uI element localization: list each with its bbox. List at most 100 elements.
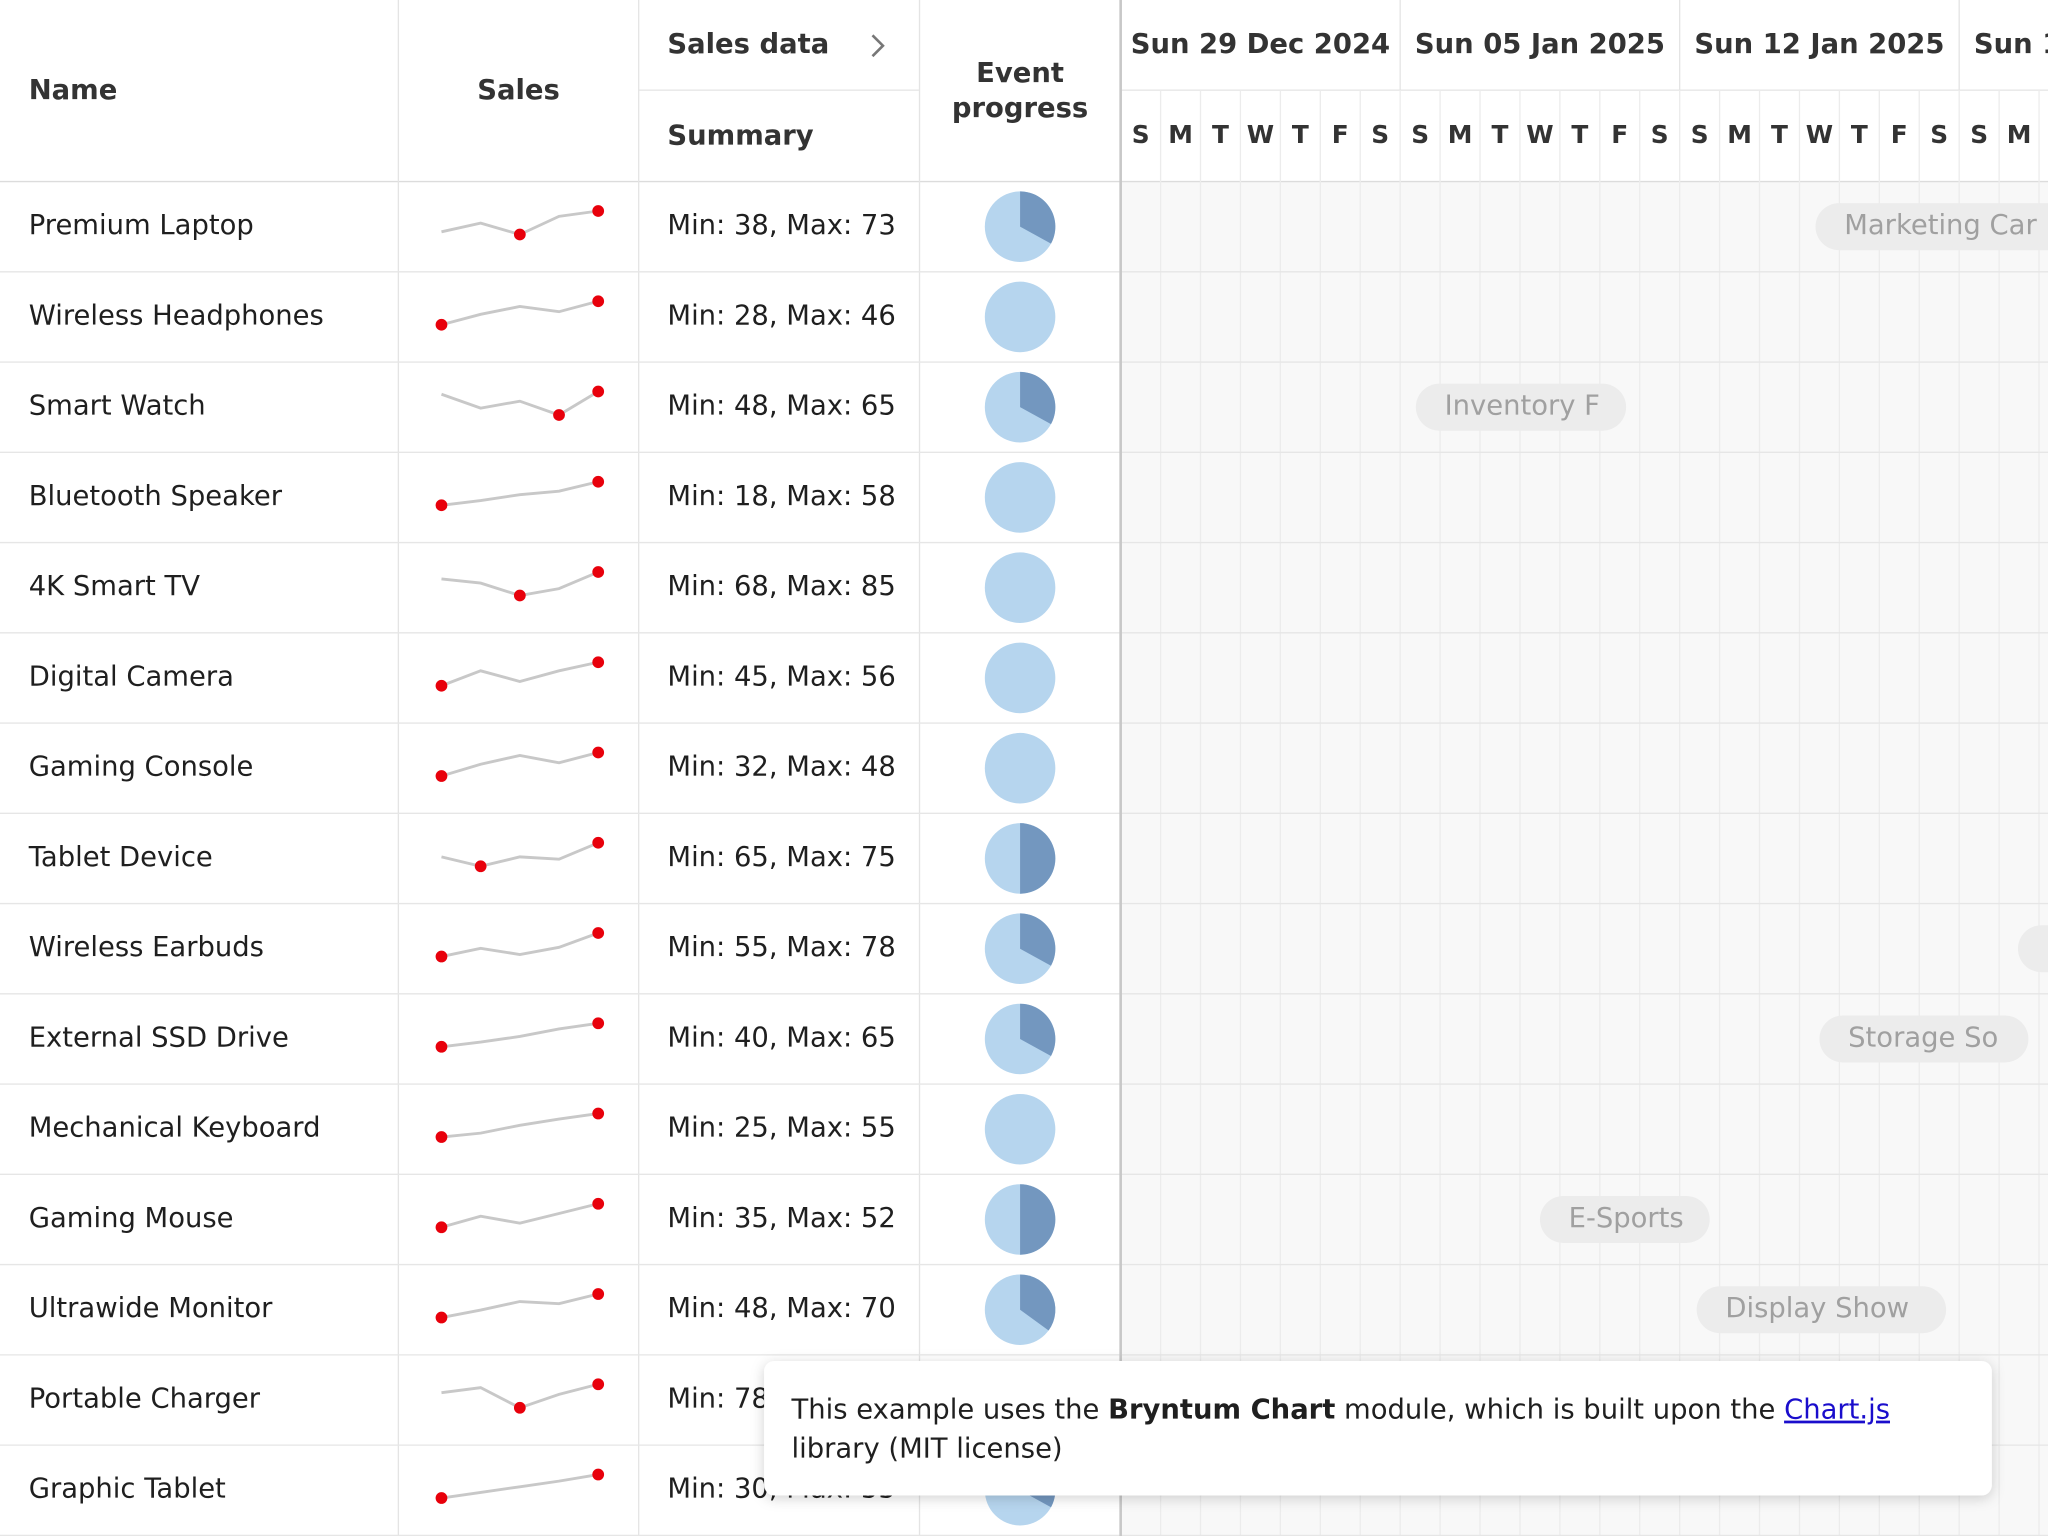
pie-bg [984,552,1056,623]
sparkline-dot [435,1311,448,1324]
day-label: T [1212,120,1229,149]
progress-pie [984,281,1056,353]
sparkline-dot [592,836,605,849]
info-toast: This example uses the Bryntum Chart modu… [764,1360,1992,1496]
name-cell: Gaming Mouse [29,1203,234,1234]
name-cell: Portable Charger [29,1383,261,1414]
event-label: Inventory F [1445,391,1600,422]
sparkline-dot [592,1197,605,1210]
day-label: S [1970,120,1988,149]
sparkline-dot [435,1131,448,1143]
name-cell: Smart Watch [29,391,206,422]
toast-bg [764,1360,1992,1496]
event-label: E-Sports [1569,1203,1684,1234]
pie-bg [984,462,1056,533]
name-cell: Bluetooth Speaker [29,481,283,512]
text: This example uses the [791,1394,1109,1425]
progress-pie [984,552,1056,623]
sparkline-dot [513,1401,526,1414]
name-cell: Premium Laptop [29,210,254,241]
summary-cell: Min: 55, Max: 78 [667,932,895,963]
day-label: T [1492,120,1509,149]
sparkline-dot [513,228,526,241]
week-label: Sun 29 Dec 2024 [1131,29,1390,60]
sparkline-dot [592,1288,605,1300]
progress-pie [984,1093,1056,1165]
pie-slice [1020,1003,1056,1056]
text: module, which is built upon the [1335,1394,1784,1425]
progress-pie [984,191,1056,262]
name-cell: Graphic Tablet [29,1474,226,1505]
day-label: M [1448,120,1473,149]
event-bar[interactable] [1819,1015,2029,1063]
link[interactable]: Chart.js [1784,1394,1890,1425]
sparkline-dot [435,950,448,963]
column-header[interactable]: Sales [477,75,560,106]
chevron[interactable] [871,34,885,58]
sparkline-dot [592,927,605,939]
day-label: M [1727,120,1752,149]
event-label: Display Show [1725,1293,1909,1324]
sparkline-dot [435,1492,448,1504]
progress-pie [984,642,1056,714]
name-cell: Wireless Headphones [29,300,324,331]
pie-bg [984,732,1056,804]
event-bar[interactable] [1815,203,2048,251]
sparkline-dot [592,205,605,217]
sparkline-dot [435,770,448,782]
pie-slice [1020,823,1056,894]
toast-text: library (MIT license) [792,1433,1063,1464]
summary-cell: Min: 32, Max: 48 [667,752,895,783]
events: Marketing Car Inventory F Storage So E-Spor… [1415,203,2048,1334]
sparkline-dot [435,1040,448,1053]
sparkline [441,1473,599,1500]
sparkline-dot [592,475,605,488]
name-cell: Ultrawide Monitor [29,1293,273,1324]
day-label: S [1691,120,1709,149]
day-label: F [1332,120,1349,149]
week-label: Sun 19 Jan 2025 [1974,29,2048,60]
pie-bg [984,281,1056,353]
event-label: Storage So [1848,1022,1998,1053]
column-header[interactable]: Event [976,58,1064,89]
day-label: S [1651,120,1669,149]
day-label: S [1411,120,1429,149]
day-label: T [1851,120,1868,149]
progress-pie [984,1274,1056,1345]
event-bar[interactable] [1415,383,1627,431]
summary-cell: Min: 28, Max: 46 [667,300,895,331]
sparkline-dot [592,295,605,308]
sparkline [440,660,599,688]
day-label: T [1771,120,1788,149]
column-header[interactable]: progress [952,93,1088,124]
column-header[interactable]: Name [29,75,118,106]
summary-cell: Min: 68, Max: 85 [667,571,895,602]
pie-slice [1020,1184,1056,1255]
event-bar[interactable] [1696,1286,1947,1334]
sparkline [441,751,599,778]
day-label: S [1371,120,1389,149]
summary-cell: Min: 38, Max: 73 [667,210,895,241]
progress-pie [984,732,1056,804]
summary-cell: Min: 48, Max: 70 [667,1293,895,1324]
sparkline [441,299,599,327]
event-bar[interactable] [1539,1195,1710,1243]
week-label: Sun 12 Jan 2025 [1694,29,1944,60]
sparkline [441,1292,599,1319]
event-bar[interactable] [2017,925,2048,973]
day-label: F [1611,120,1628,149]
sparkline-dot [513,589,526,602]
progress-pie [984,823,1056,894]
name-cell: Gaming Console [29,752,254,783]
progress-pie [984,1003,1056,1075]
column-header[interactable]: Summary [667,121,813,152]
sparkline-dot [474,860,487,873]
sparkline-dot [553,409,565,421]
pie-bg [984,642,1056,714]
column-group-header[interactable]: Sales data [667,29,829,60]
day-label: S [1930,120,1948,149]
sparkline-dot [435,318,448,331]
sparkline-dot [435,679,448,692]
